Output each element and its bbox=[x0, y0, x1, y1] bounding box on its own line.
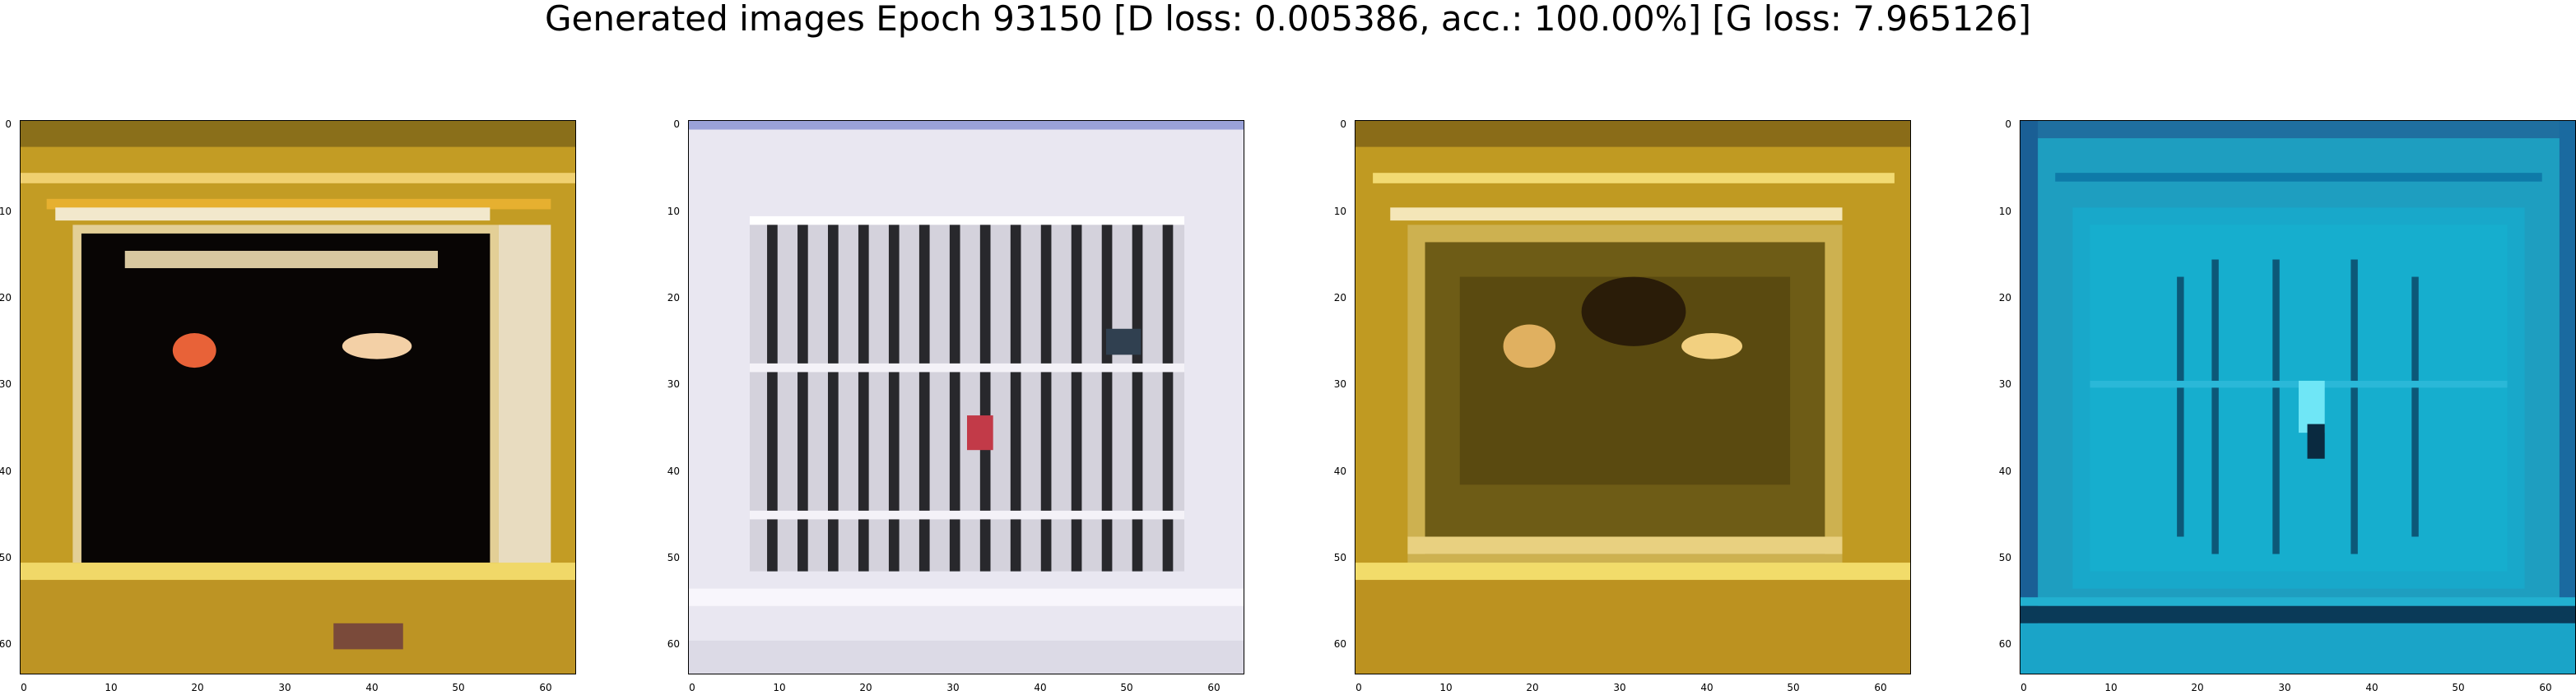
x-tick-label: 20 bbox=[191, 682, 204, 693]
y-tick-label: 20 bbox=[0, 292, 12, 303]
x-tick-label: 10 bbox=[1439, 682, 1453, 693]
image-panel-4: 0 10 20 30 40 50 60 0 10 20 30 40 50 60 bbox=[1999, 119, 2576, 693]
y-tick-label: 60 bbox=[667, 638, 680, 650]
y-tick-label: 30 bbox=[667, 378, 680, 390]
x-tick-label: 0 bbox=[689, 682, 695, 693]
image-panel-2: 0 10 20 30 40 50 60 0 10 20 30 40 50 60 bbox=[667, 119, 1244, 693]
y-tick-label: 0 bbox=[673, 118, 680, 130]
x-tick-label: 50 bbox=[1120, 682, 1133, 693]
y-tick-label: 40 bbox=[1998, 466, 2011, 477]
x-tick-label: 50 bbox=[1787, 682, 1800, 693]
x-tick-label: 40 bbox=[365, 682, 379, 693]
y-tick-label: 30 bbox=[0, 378, 12, 390]
x-tick-label: 10 bbox=[105, 682, 118, 693]
y-tick-label: 30 bbox=[1998, 378, 2011, 390]
y-tick-label: 10 bbox=[667, 206, 680, 217]
image-panel-3: 0 10 20 30 40 50 60 0 10 20 30 40 50 60 bbox=[1334, 119, 1911, 693]
y-tick-label: 20 bbox=[667, 292, 680, 303]
x-tick-label: 40 bbox=[1034, 682, 1047, 693]
x-tick-label: 10 bbox=[773, 682, 786, 693]
x-tick-label: 20 bbox=[859, 682, 872, 693]
y-tick-label: 60 bbox=[0, 638, 12, 650]
x-tick-label: 20 bbox=[2191, 682, 2204, 693]
x-tick-label: 60 bbox=[1874, 682, 1887, 693]
generated-image-2 bbox=[688, 120, 1244, 674]
x-tick-label: 50 bbox=[2452, 682, 2465, 693]
generated-image-3 bbox=[1355, 120, 1911, 674]
x-tick-label: 30 bbox=[2278, 682, 2291, 693]
x-tick-label: 20 bbox=[1526, 682, 1539, 693]
y-tick-label: 60 bbox=[1333, 638, 1346, 650]
y-tick-label: 0 bbox=[5, 118, 12, 130]
y-tick-label: 50 bbox=[1333, 552, 1346, 563]
x-tick-label: 40 bbox=[2365, 682, 2378, 693]
x-tick-label: 60 bbox=[539, 682, 552, 693]
y-tick-label: 0 bbox=[1340, 118, 1346, 130]
x-tick-label: 0 bbox=[1355, 682, 1362, 693]
y-tick-label: 50 bbox=[0, 552, 12, 563]
x-tick-label: 60 bbox=[2539, 682, 2552, 693]
x-tick-label: 30 bbox=[1613, 682, 1626, 693]
x-tick-label: 30 bbox=[946, 682, 960, 693]
x-tick-label: 60 bbox=[1207, 682, 1221, 693]
y-tick-label: 40 bbox=[0, 466, 12, 477]
x-tick-label: 0 bbox=[2020, 682, 2027, 693]
x-tick-label: 50 bbox=[452, 682, 465, 693]
x-tick-label: 30 bbox=[278, 682, 291, 693]
y-tick-label: 30 bbox=[1333, 378, 1346, 390]
y-tick-label: 60 bbox=[1998, 638, 2011, 650]
generated-image-1 bbox=[20, 120, 576, 674]
y-tick-label: 10 bbox=[0, 206, 12, 217]
x-tick-label: 0 bbox=[21, 682, 27, 693]
y-tick-label: 10 bbox=[1333, 206, 1346, 217]
figure-title: Generated images Epoch 93150 [D loss: 0.… bbox=[544, 0, 2032, 39]
y-tick-label: 50 bbox=[1998, 552, 2011, 563]
y-tick-label: 40 bbox=[667, 466, 680, 477]
y-tick-label: 50 bbox=[667, 552, 680, 563]
x-tick-label: 10 bbox=[2104, 682, 2118, 693]
y-tick-label: 10 bbox=[1998, 206, 2011, 217]
generated-image-4 bbox=[2020, 120, 2576, 674]
y-tick-label: 40 bbox=[1333, 466, 1346, 477]
y-tick-label: 20 bbox=[1333, 292, 1346, 303]
y-tick-label: 0 bbox=[2005, 118, 2011, 130]
y-tick-label: 20 bbox=[1998, 292, 2011, 303]
image-panel-1: 0 10 20 30 40 50 60 0 10 20 30 40 50 60 bbox=[0, 119, 576, 693]
x-tick-label: 40 bbox=[1700, 682, 1713, 693]
